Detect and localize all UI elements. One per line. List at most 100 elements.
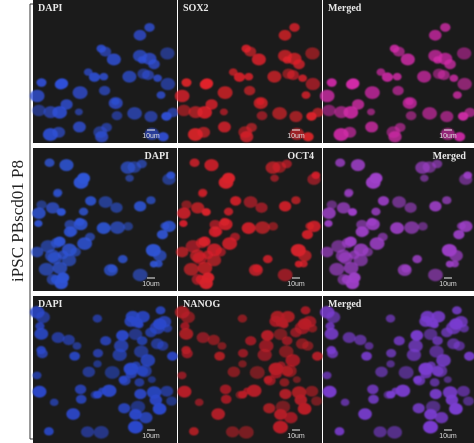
nucleus <box>449 74 459 82</box>
nucleus <box>410 330 424 341</box>
channel-label: DAPI <box>38 299 63 310</box>
nucleus <box>450 260 460 268</box>
nucleus <box>214 351 225 361</box>
nucleus <box>223 207 234 216</box>
nucleus <box>362 247 373 257</box>
nucleus <box>123 222 134 231</box>
nucleus <box>77 172 91 184</box>
nucleus <box>301 91 311 99</box>
nucleus <box>207 334 220 346</box>
nucleus <box>96 222 111 234</box>
nucleus <box>344 236 357 247</box>
nucleus <box>245 336 257 346</box>
nucleus <box>392 196 406 208</box>
nucleus <box>219 217 230 226</box>
nucleus <box>255 221 270 234</box>
nucleus <box>66 408 81 420</box>
scale-label: 10um <box>142 281 160 288</box>
nucleus <box>181 311 195 324</box>
side-label: iPSC PBscd01 P8 <box>8 160 27 282</box>
nucleus <box>32 104 46 117</box>
nucleus <box>181 78 192 87</box>
nucleus <box>189 158 200 167</box>
nucleus <box>289 127 305 141</box>
nucleus <box>104 366 120 379</box>
nucleus <box>62 334 75 346</box>
nucleus <box>386 348 397 358</box>
nucleus <box>373 426 387 438</box>
nucleus <box>32 385 47 398</box>
nucleus <box>392 46 405 57</box>
nucleus <box>335 158 346 167</box>
nucleus <box>443 376 452 384</box>
scale-label: 10um <box>439 133 457 140</box>
nucleus <box>101 384 117 397</box>
nucleus <box>179 327 194 340</box>
nucleus <box>336 202 351 214</box>
nucleus <box>449 249 463 262</box>
nucleus <box>197 126 211 138</box>
nucleus <box>61 254 77 267</box>
nucleus <box>452 91 462 99</box>
nucleus <box>36 78 47 87</box>
nucleus <box>181 348 193 359</box>
nucleus <box>282 364 297 378</box>
nucleus <box>117 255 128 264</box>
nucleus <box>238 390 248 399</box>
nucleus <box>93 390 103 399</box>
nucleus <box>93 426 109 439</box>
nucleus <box>425 317 438 328</box>
nucleus <box>220 394 232 404</box>
nucleus <box>344 188 354 197</box>
nucleus <box>452 306 462 315</box>
nucleus <box>188 106 203 119</box>
nucleus <box>56 208 66 216</box>
nucleus <box>404 221 419 234</box>
nucleus <box>457 77 472 91</box>
nucleus <box>237 348 249 358</box>
nucleus <box>230 196 242 206</box>
nucleus <box>194 398 204 407</box>
nucleus <box>386 360 395 368</box>
nuclei <box>174 22 324 143</box>
nucleus <box>249 366 265 379</box>
nucleus <box>429 388 442 400</box>
nucleus <box>161 111 172 121</box>
nucleus <box>100 336 112 346</box>
nucleus <box>156 91 166 99</box>
nucleus <box>442 386 458 399</box>
nucleus <box>426 361 436 370</box>
scale-label: 10um <box>142 133 160 140</box>
nucleus <box>423 328 438 341</box>
nucleus <box>279 388 292 400</box>
nucleus <box>160 77 176 91</box>
nucleus <box>191 202 205 214</box>
nucleus <box>375 366 388 378</box>
nucleus <box>34 327 49 340</box>
nucleus <box>386 126 401 138</box>
nucleus <box>390 222 404 234</box>
nucleus <box>192 252 207 265</box>
nucleus <box>367 384 379 395</box>
panel-bg <box>323 296 474 443</box>
nucleus <box>433 56 442 64</box>
nucleus <box>277 268 293 282</box>
nucleus <box>134 345 149 358</box>
nucleus <box>311 171 321 180</box>
nucleus <box>350 159 366 172</box>
nucleus <box>354 334 367 346</box>
nucleus <box>113 339 129 353</box>
nucleus <box>273 420 288 434</box>
nucleus <box>404 202 417 213</box>
nucleus <box>445 321 461 335</box>
nucleus <box>369 237 385 250</box>
scale-label: 10um <box>287 133 305 140</box>
nucleus <box>371 207 381 216</box>
nucleus <box>80 426 95 438</box>
nucleus <box>424 408 438 420</box>
nucleus <box>238 426 254 439</box>
channel-label: Merged <box>328 3 362 14</box>
nucleus <box>198 188 208 197</box>
nucleus <box>156 229 168 240</box>
nucleus <box>364 342 374 350</box>
